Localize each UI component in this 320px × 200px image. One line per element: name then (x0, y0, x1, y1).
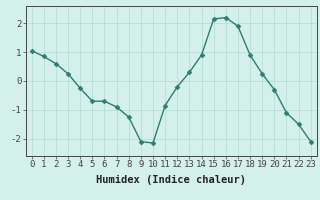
X-axis label: Humidex (Indice chaleur): Humidex (Indice chaleur) (96, 175, 246, 185)
